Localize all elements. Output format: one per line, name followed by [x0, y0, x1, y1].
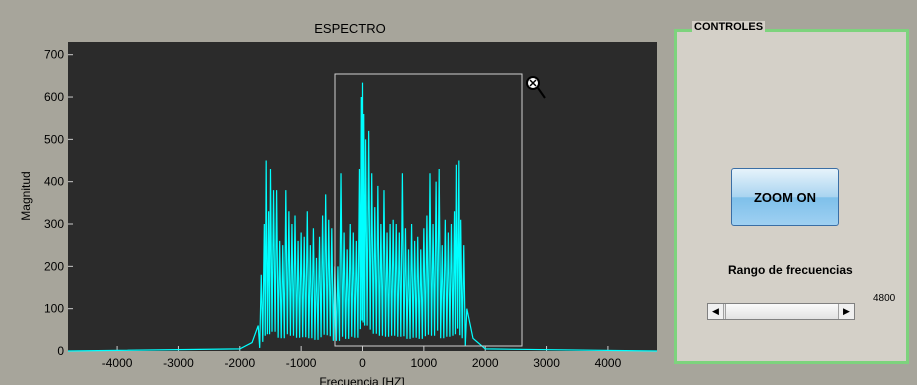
- frequency-range-slider[interactable]: ◀ ▶: [707, 303, 855, 320]
- spectrum-trace: [67, 82, 658, 352]
- frequency-range-label: Rango de frecuencias: [728, 263, 853, 277]
- x-tick-label: 3000: [533, 356, 560, 370]
- y-tick-label: 400: [44, 175, 64, 189]
- zoom-selection-box: [334, 73, 523, 347]
- zoom-cursor-icon: [526, 76, 546, 99]
- y-axis-label: Magnitud: [19, 171, 33, 220]
- x-axis-label: Frecuencia [HZ]: [319, 375, 404, 385]
- y-tick-label: 300: [44, 217, 64, 231]
- y-tick-label: 100: [44, 302, 64, 316]
- chart-title: ESPECTRO: [314, 21, 386, 36]
- x-tick-label: 2000: [472, 356, 499, 370]
- y-tick-label: 500: [44, 132, 64, 146]
- slider-right-arrow-icon[interactable]: ▶: [838, 304, 854, 319]
- x-tick-label: 0: [359, 356, 366, 370]
- y-tick-label: 200: [44, 259, 64, 273]
- x-tick-label: -3000: [163, 356, 194, 370]
- slider-thumb[interactable]: [725, 304, 839, 319]
- frequency-range-value: 4800: [873, 293, 896, 304]
- y-tick-label: 0: [57, 344, 64, 358]
- zoom-on-button[interactable]: ZOOM ON: [731, 168, 839, 226]
- x-tick-label: -4000: [102, 356, 133, 370]
- y-tick-label: 600: [44, 90, 64, 104]
- spectrum-chart[interactable]: 0 100 200 300 400 500 600 700 -4000 -3000 -2000 -1…: [0, 0, 670, 385]
- x-tick-label: 1000: [411, 356, 438, 370]
- controls-panel-title: CONTROLES: [692, 21, 766, 33]
- y-tick-label: 700: [44, 48, 64, 62]
- slider-left-arrow-icon[interactable]: ◀: [708, 304, 724, 319]
- x-tick-label: -2000: [224, 356, 255, 370]
- x-tick-label: 4000: [595, 356, 622, 370]
- x-tick-label: -1000: [286, 356, 317, 370]
